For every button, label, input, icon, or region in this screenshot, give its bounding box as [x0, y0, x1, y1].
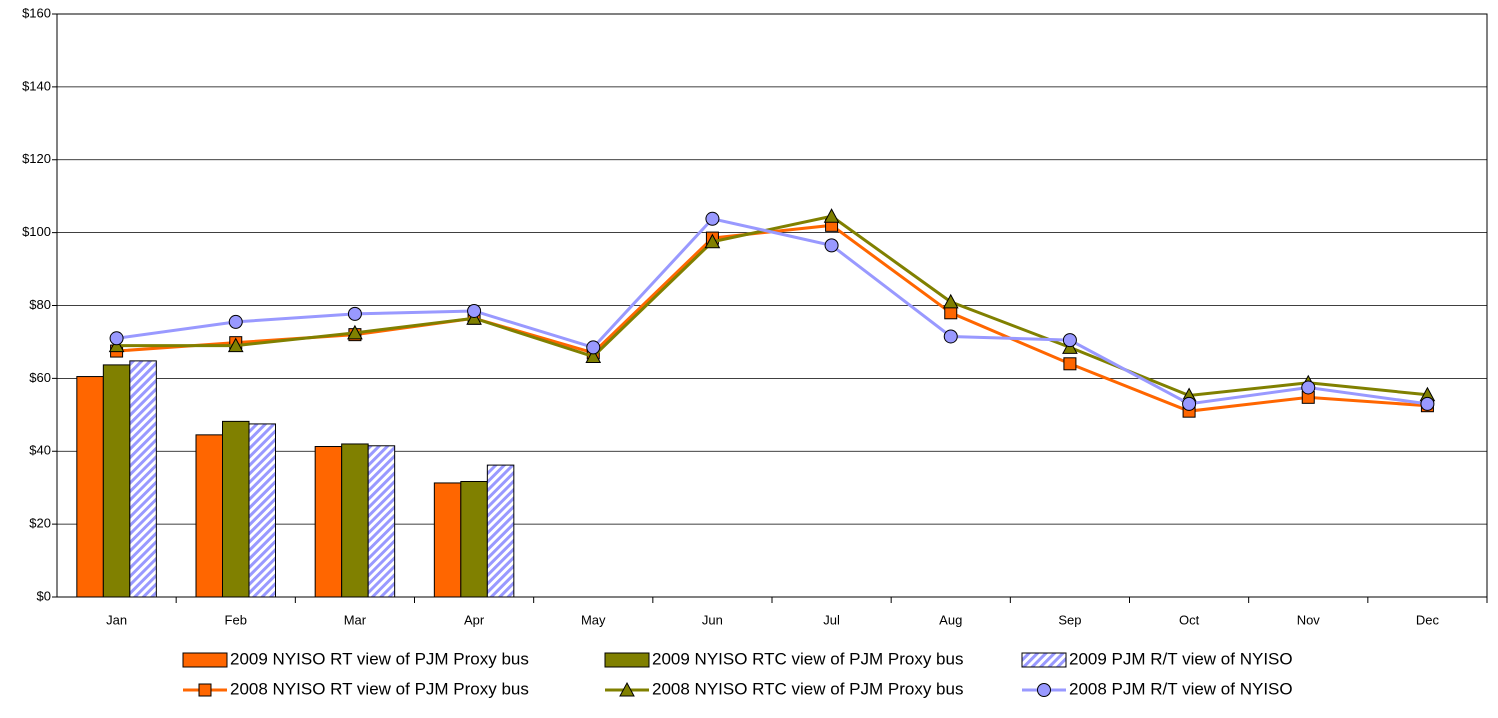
y-tick-label: $0 — [37, 588, 51, 603]
marker — [227, 337, 244, 353]
marker — [705, 211, 720, 226]
bar — [460, 480, 488, 598]
x-tick-label: Jul — [823, 612, 840, 627]
marker — [1063, 357, 1077, 371]
x-tick-label: Mar — [344, 612, 367, 627]
marker — [942, 293, 959, 309]
line — [116, 217, 1428, 406]
marker — [823, 208, 840, 223]
x-tick-label: Apr — [464, 612, 485, 627]
legend-label: 2008 NYISO RTC view of PJM Proxy bus — [652, 679, 963, 698]
y-tick-label: $40 — [29, 443, 51, 458]
line — [116, 214, 1428, 398]
x-tick-label: Aug — [939, 612, 962, 627]
legend-label: 2009 NYISO RTC view of PJM Proxy bus — [652, 649, 963, 668]
marker — [585, 348, 602, 364]
marker — [228, 314, 243, 329]
bar — [341, 443, 369, 598]
marker — [1062, 333, 1077, 348]
legend-marker — [198, 683, 212, 697]
y-tick-label: $160 — [22, 5, 51, 20]
bar — [314, 446, 343, 598]
legend-swatch — [604, 652, 650, 668]
bar — [433, 482, 462, 598]
bar — [486, 464, 515, 598]
legend-label: 2009 PJM R/T view of NYISO — [1069, 649, 1293, 668]
marker — [1182, 396, 1197, 411]
y-tick-label: $140 — [22, 78, 51, 93]
marker — [943, 329, 958, 344]
bar — [129, 360, 157, 598]
marker — [1301, 380, 1316, 395]
marker — [586, 340, 601, 355]
legend-swatch — [182, 652, 228, 668]
x-tick-label: Oct — [1179, 612, 1200, 627]
legend-label: 2008 PJM R/T view of NYISO — [1069, 679, 1293, 698]
marker — [109, 331, 124, 346]
x-tick-label: Sep — [1058, 612, 1081, 627]
marker — [347, 324, 363, 340]
legend-marker — [1037, 683, 1051, 697]
y-tick-label: $120 — [22, 151, 51, 166]
marker — [824, 238, 839, 253]
legend-label: 2008 NYISO RT view of PJM Proxy bus — [230, 679, 529, 698]
marker — [347, 306, 362, 321]
legend-swatch — [1021, 652, 1067, 668]
y-tick-label: $60 — [29, 370, 51, 385]
y-tick-label: $80 — [29, 297, 51, 312]
x-tick-label: May — [581, 612, 606, 627]
legend-marker — [619, 681, 635, 697]
x-tick-label: Nov — [1297, 612, 1321, 627]
marker — [1420, 396, 1435, 411]
marker — [944, 306, 958, 320]
bar — [195, 434, 223, 598]
x-tick-label: Feb — [225, 612, 247, 627]
y-tick-label: $100 — [22, 224, 51, 239]
bar — [102, 364, 131, 598]
marker — [467, 303, 482, 318]
bar — [367, 445, 396, 598]
y-tick-label: $20 — [29, 516, 51, 531]
legend-label: 2009 NYISO RT view of PJM Proxy bus — [230, 649, 529, 668]
x-tick-label: Jun — [702, 612, 723, 627]
bar — [248, 423, 276, 598]
bar — [222, 420, 250, 598]
marker — [704, 233, 721, 249]
x-tick-label: Dec — [1416, 612, 1440, 627]
x-tick-label: Jan — [106, 612, 127, 627]
bar — [76, 376, 104, 598]
